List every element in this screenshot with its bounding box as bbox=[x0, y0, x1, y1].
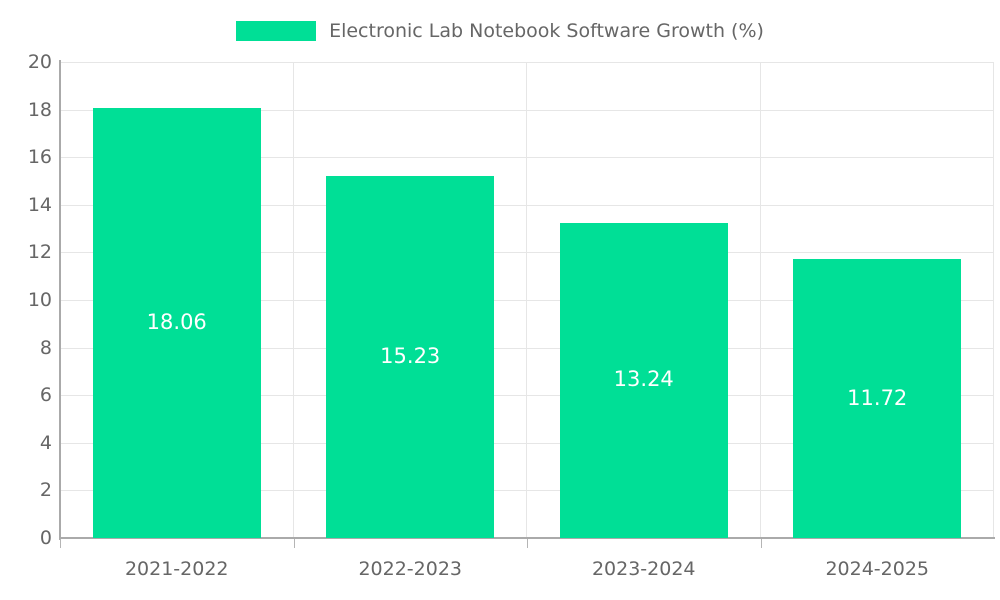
plot-area bbox=[60, 62, 994, 539]
gridline-vertical bbox=[526, 62, 527, 538]
gridline-horizontal bbox=[60, 109, 994, 111]
bar-value-label: 18.06 bbox=[146, 310, 207, 335]
gridline-vertical bbox=[760, 62, 761, 538]
gridline-horizontal bbox=[60, 395, 994, 397]
legend-item-0[interactable]: Electronic Lab Notebook Software Growth … bbox=[236, 21, 764, 41]
x-axis-line bbox=[59, 537, 995, 539]
legend-item-label: Electronic Lab Notebook Software Growth … bbox=[329, 19, 764, 42]
y-axis-tick-label: 20 bbox=[27, 51, 52, 73]
gridline-vertical bbox=[993, 62, 994, 538]
x-axis-category-label: 2023-2024 bbox=[591, 558, 696, 580]
y-axis-tick-label: 16 bbox=[27, 146, 52, 169]
y-axis-tick-label: 6 bbox=[39, 384, 52, 407]
y-axis-tick-label: 0 bbox=[39, 527, 52, 549]
bar[interactable]: 13.24 bbox=[559, 222, 728, 538]
x-axis-tick-mark bbox=[60, 539, 61, 548]
x-axis-tick-mark bbox=[294, 539, 295, 548]
y-axis-tick-label: 18 bbox=[27, 98, 52, 121]
y-axis-tick-label: 2 bbox=[39, 479, 52, 502]
y-axis-tick-labels: 0 2 4 6 8 10 12 14 16 18 20 bbox=[0, 0, 52, 600]
legend-color-swatch-icon bbox=[236, 21, 317, 41]
x-axis-category-label: 2024-2025 bbox=[825, 558, 930, 580]
gridline-horizontal bbox=[60, 157, 994, 159]
gridline-horizontal bbox=[60, 62, 994, 63]
y-axis-tick-label: 4 bbox=[39, 431, 52, 454]
bar[interactable]: 18.06 bbox=[92, 108, 261, 538]
x-axis-category-label: 2022-2023 bbox=[358, 558, 463, 580]
gridline-horizontal bbox=[60, 490, 994, 492]
gridline-horizontal bbox=[60, 204, 994, 206]
bar[interactable]: 11.72 bbox=[793, 259, 962, 538]
bar-value-label: 15.23 bbox=[380, 343, 441, 368]
x-axis-category-label: 2021-2022 bbox=[124, 558, 229, 580]
y-axis-tick-label: 8 bbox=[39, 336, 52, 359]
gridline-horizontal bbox=[60, 442, 994, 444]
gridline-horizontal bbox=[60, 347, 994, 349]
y-axis-tick-label: 10 bbox=[27, 289, 52, 311]
gridline-horizontal bbox=[60, 252, 994, 254]
bar-value-label: 11.72 bbox=[847, 385, 908, 410]
y-axis-tick-label: 14 bbox=[27, 193, 52, 216]
y-axis-line bbox=[59, 60, 61, 540]
bar-value-label: 13.24 bbox=[613, 367, 674, 392]
chart-legend: Electronic Lab Notebook Software Growth … bbox=[0, 14, 1000, 48]
bar[interactable]: 15.23 bbox=[326, 175, 495, 538]
gridline-vertical bbox=[293, 62, 294, 538]
y-axis-tick-label: 12 bbox=[27, 241, 52, 264]
x-axis-tick-mark bbox=[761, 539, 762, 548]
gridline-horizontal bbox=[60, 300, 994, 301]
x-axis-tick-mark bbox=[527, 539, 528, 548]
